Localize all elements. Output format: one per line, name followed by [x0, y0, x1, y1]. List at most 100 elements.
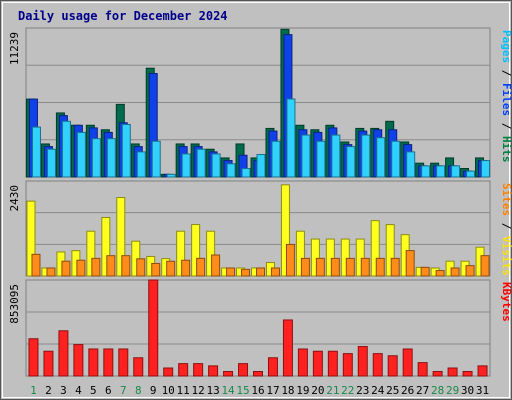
bar-kbytes-s0: [402, 348, 413, 377]
bar-visits-sites-s0: [385, 224, 395, 277]
bar-visits-sites-s1: [226, 267, 236, 277]
day-label: 22: [341, 384, 354, 397]
bar-hits-files-pages-s2: [151, 140, 161, 178]
panel-side-legend: Sites / Visits: [500, 183, 512, 276]
bar-kbytes-s0: [327, 350, 338, 377]
bar-kbytes-s0: [223, 371, 234, 377]
day-label: 28: [431, 384, 444, 397]
bar-kbytes-s0: [133, 357, 144, 377]
bar-kbytes-s0: [282, 319, 293, 377]
day-label: 29: [446, 384, 459, 397]
day-label: 10: [162, 384, 175, 397]
bar-hits-files-pages-s2: [46, 148, 56, 178]
bar-visits-sites-s1: [345, 257, 355, 277]
bar-hits-files-pages-s2: [181, 153, 191, 178]
bar-kbytes-s0: [342, 353, 353, 377]
bar-visits-sites-s1: [136, 258, 146, 277]
bar-hits-files-pages-s2: [331, 134, 341, 178]
bar-visits-sites-s1: [480, 255, 490, 277]
bar-hits-files-pages-s2: [166, 173, 176, 178]
bar-visits-sites-s0: [280, 184, 290, 277]
bar-hits-files-pages-s2: [91, 138, 101, 178]
day-label: 17: [266, 384, 279, 397]
bar-kbytes-s0: [28, 338, 39, 377]
bar-visits-sites-s0: [370, 220, 380, 277]
bar-visits-sites-s0: [176, 230, 186, 277]
bar-hits-files-pages-s2: [241, 168, 251, 178]
bar-hits-files-pages-s2: [451, 165, 461, 178]
bar-hits-files-pages-s2: [106, 138, 116, 178]
bar-visits-sites-s1: [300, 257, 310, 277]
day-label: 5: [90, 384, 97, 397]
bar-visits-sites-s0: [295, 230, 305, 277]
bar-hits-files-pages-s2: [136, 151, 146, 178]
legend-part-2: Files: [500, 83, 512, 116]
panel-side-legend: KBytes: [500, 282, 512, 322]
bar-kbytes-s0: [477, 365, 488, 377]
bar-hits-files-pages-s2: [301, 134, 311, 178]
day-label: 31: [476, 384, 489, 397]
day-label: 4: [75, 384, 82, 397]
panel-ymax-label: 2430: [8, 185, 21, 212]
bar-hits-files-pages-s2: [61, 120, 71, 178]
day-label: 27: [416, 384, 429, 397]
bar-visits-sites-s1: [151, 262, 161, 277]
bar-visits-sites-s0: [26, 200, 36, 277]
bar-kbytes-s0: [372, 353, 383, 377]
bar-visits-sites-s0: [116, 197, 126, 277]
bar-visits-sites-s0: [310, 238, 320, 277]
bar-visits-sites-s1: [285, 243, 295, 277]
bar-kbytes-s0: [312, 350, 323, 377]
bar-kbytes-s0: [432, 371, 443, 377]
bar-visits-sites-s1: [91, 257, 101, 277]
bar-visits-sites-s0: [206, 230, 216, 277]
day-label: 24: [371, 384, 385, 397]
legend-part-2: Visits: [500, 236, 512, 276]
bar-visits-sites-s1: [330, 257, 340, 277]
bar-visits-sites-s0: [191, 224, 201, 277]
bar-visits-sites-s1: [375, 257, 385, 277]
panels-layer: 11239 Pages / Files / Hits 2430 Sites / Vis…: [8, 27, 512, 377]
bar-visits-sites-s1: [241, 268, 251, 277]
legend-part-0: Pages: [500, 30, 512, 63]
day-label: 11: [177, 384, 190, 397]
bar-visits-sites-s0: [101, 216, 111, 277]
bar-hits-files-pages-s2: [376, 137, 386, 178]
bar-visits-sites-s1: [465, 265, 475, 277]
bar-visits-sites-s1: [256, 267, 265, 277]
legend-part-0: Sites: [500, 183, 512, 216]
day-label: 21: [326, 384, 339, 397]
day-label: 13: [206, 384, 219, 397]
bar-visits-sites-s1: [360, 257, 370, 277]
bar-kbytes-s0: [43, 350, 54, 377]
bar-visits-sites-s0: [340, 238, 350, 277]
bar-kbytes-s0: [148, 279, 159, 377]
chart-title: Daily usage for December 2024: [18, 9, 228, 23]
bar-hits-files-pages-s2: [286, 98, 296, 178]
bar-kbytes-s0: [73, 344, 84, 377]
panel-ymax-label: 11239: [8, 32, 21, 65]
bar-kbytes-s0: [267, 357, 278, 377]
bar-hits-files-pages-s2: [226, 163, 236, 178]
bar-visits-sites-s1: [211, 254, 221, 277]
day-label: 23: [356, 384, 369, 397]
legend-part-1: /: [500, 63, 512, 83]
bar-visits-sites-s0: [355, 238, 365, 277]
bar-hits-files-pages-s2: [121, 123, 131, 178]
day-label: 8: [135, 384, 142, 397]
bar-visits-sites-s1: [61, 260, 71, 277]
bar-visits-sites-s0: [325, 238, 335, 277]
bar-kbytes-s0: [417, 362, 428, 377]
day-label: 26: [401, 384, 414, 397]
day-label: 30: [461, 384, 474, 397]
bar-kbytes-s0: [238, 363, 249, 377]
bar-visits-sites-s1: [46, 267, 56, 277]
bar-hits-files-pages-s2: [316, 140, 326, 178]
bar-visits-sites-s1: [270, 267, 280, 277]
day-label: 12: [192, 384, 205, 397]
panel-hits-files-pages: 11239 Pages / Files / Hits: [8, 27, 512, 178]
bar-hits-files-pages-s2: [406, 151, 416, 178]
bar-kbytes-s0: [462, 371, 473, 377]
bar-visits-sites-s1: [196, 257, 206, 277]
